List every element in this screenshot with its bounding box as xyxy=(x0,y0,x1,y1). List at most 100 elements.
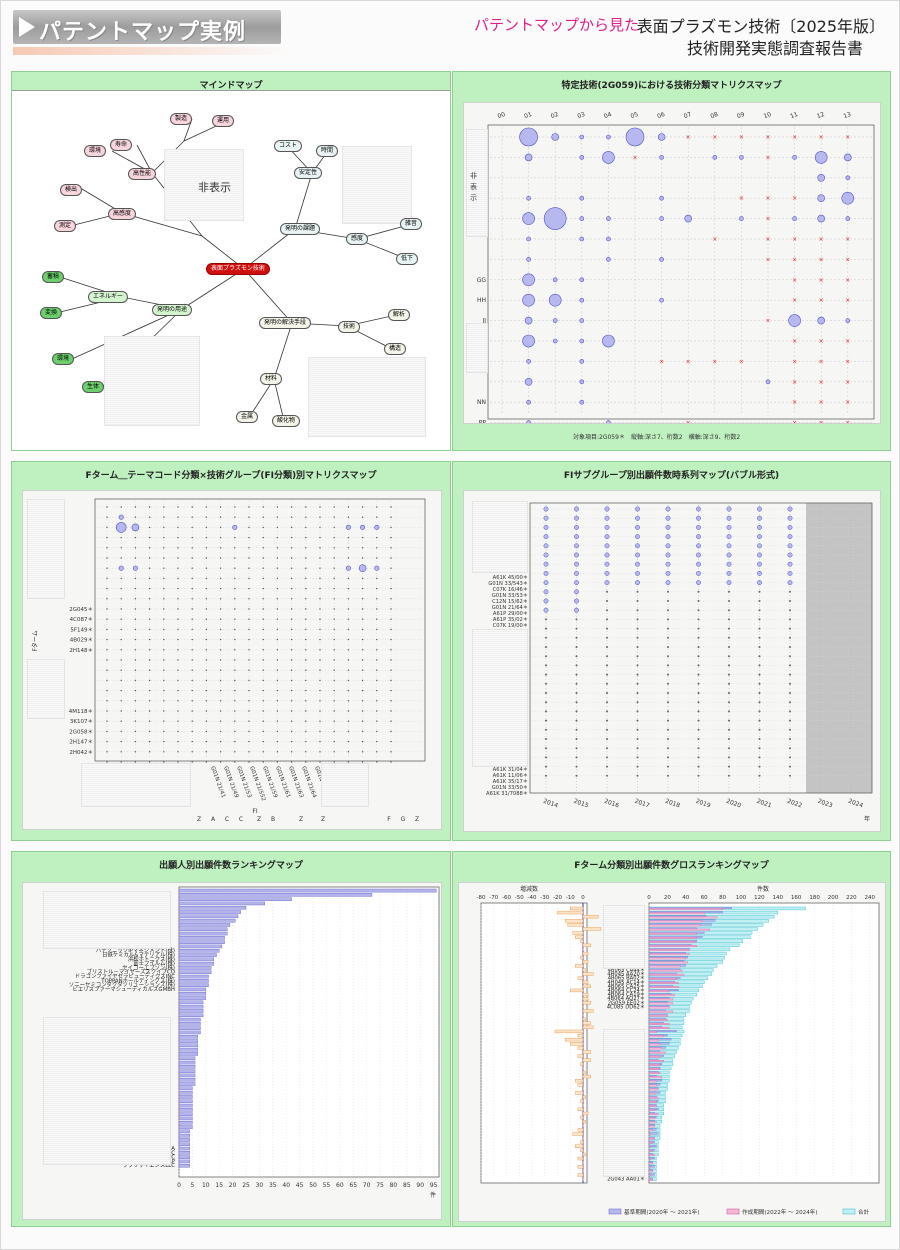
mindmap-node-unyo[interactable]: 運用 xyxy=(212,115,235,127)
matrix2-dot xyxy=(191,608,193,610)
matrix2-dot xyxy=(148,608,151,610)
matrix2-dot xyxy=(262,628,264,631)
matrix2-dot xyxy=(177,730,179,733)
mindmap-node-kousei[interactable]: 構造 xyxy=(384,343,407,355)
mindmap-node-sankabutsu[interactable]: 酸化物 xyxy=(272,415,301,427)
mindmap-node-kouseino[interactable]: 高性能 xyxy=(128,168,157,180)
gross-recent-bar xyxy=(648,1023,670,1025)
matrix2-dot xyxy=(376,587,378,590)
bubble-ts-bubble xyxy=(543,552,549,558)
bubble-ts-bubble xyxy=(789,627,791,630)
mindmap-node-kosuto[interactable]: コスト xyxy=(274,140,303,152)
matrix2-dot xyxy=(347,506,350,508)
matrix2-dot xyxy=(134,618,137,620)
triangle-icon xyxy=(19,17,35,37)
matrix1-zero-mark: × xyxy=(792,256,797,263)
matrix2-dot xyxy=(205,598,208,600)
mindmap-node-energy[interactable]: エネルギー xyxy=(88,291,129,303)
mindmap-node-chikuseki[interactable]: 蓄積 xyxy=(42,271,65,283)
mindmap-center-node[interactable]: 表面プラズモン技術 xyxy=(206,263,270,275)
mindmap-node-teika[interactable]: 低下 xyxy=(396,253,419,265)
matrix1-bubble xyxy=(526,359,531,364)
mindmap-node-shudan[interactable]: 発明の解決手段 xyxy=(259,317,312,329)
ranking-bar xyxy=(178,1065,196,1069)
gross-diff-bar xyxy=(582,1119,586,1124)
gross-recent-bar xyxy=(648,1117,655,1120)
matrix2-bubble xyxy=(345,565,351,571)
ranking-tick-label: 0 xyxy=(177,1182,181,1189)
mindmap-node-yoto[interactable]: 発明の用途 xyxy=(152,304,193,316)
mindmap-node-anteisei[interactable]: 安定性 xyxy=(294,167,323,179)
mindmap-node-sokutei[interactable]: 測定 xyxy=(54,220,77,232)
mindmap-node-kouseido[interactable]: 高感度 xyxy=(108,208,137,220)
matrix1-bubble xyxy=(579,318,585,323)
ranking-bar xyxy=(178,910,241,914)
matrix1-zero-mark: × xyxy=(792,338,797,345)
matrix1-zero-mark: × xyxy=(792,379,797,386)
bubble-ts-bubble xyxy=(606,701,608,704)
bubble-ts-bubble xyxy=(545,738,547,740)
matrix2-dot xyxy=(390,659,392,661)
ranking-bar xyxy=(178,1026,201,1030)
bubble-ts-bubble xyxy=(606,618,608,621)
gross-recent-bar xyxy=(648,1141,653,1144)
matrix2-dot xyxy=(276,587,279,590)
gross-legend-label: 基準期間(2020年 〜 2021年) xyxy=(624,1208,700,1216)
gross-recent-bar xyxy=(648,928,710,931)
gross-legend-swatch xyxy=(726,1208,740,1215)
mindmap-node-jumyo[interactable]: 寿命 xyxy=(110,139,133,151)
matrix2-dot xyxy=(219,761,222,763)
matrix2-dot xyxy=(390,628,392,631)
matrix1-col-label: 08 xyxy=(710,111,720,120)
matrix2-dot xyxy=(376,669,378,671)
matrix1-zero-mark: × xyxy=(792,277,797,284)
matrix1-bubble xyxy=(579,359,585,364)
bubble-ts-bubble xyxy=(667,664,669,667)
bubble-ts-bubble xyxy=(604,561,610,567)
mindmap-node-kankyo2[interactable]: 環境 xyxy=(52,353,75,365)
matrix2-dot xyxy=(390,700,392,702)
matrix1-hidden-rows xyxy=(466,129,488,237)
bubble-ts-bubble xyxy=(636,627,639,630)
matrix2-dot xyxy=(134,751,137,753)
bubble-ts-bubble xyxy=(728,600,730,602)
matrix1-zero-mark: × xyxy=(845,338,850,345)
matrix1-footnote: 対象項目:2G059＊ 縦軸:深さ7、桁数2 横軸:深さ9、桁数2 xyxy=(573,434,741,441)
mindmap-node-jikan[interactable]: 時間 xyxy=(316,145,339,157)
matrix2-dot xyxy=(177,598,179,600)
bubble-ts-bubble xyxy=(696,570,701,576)
mindmap-node-zairyo[interactable]: 材料 xyxy=(260,373,283,385)
mindmap-node-seizo[interactable]: 製造 xyxy=(170,113,193,125)
mindmap-node-kaiseki[interactable]: 解析 xyxy=(388,309,411,321)
bubble-ts-bubble xyxy=(574,543,579,549)
bubble-ts-bubble xyxy=(758,682,761,685)
bubble-ts-bubble xyxy=(665,515,671,521)
ranking-tick-label: 25 xyxy=(242,1182,250,1189)
mindmap-node-gijutsu[interactable]: 技術 xyxy=(338,321,361,333)
matrix2-dot xyxy=(390,649,392,651)
mindmap-node-kankyo1[interactable]: 環境 xyxy=(84,145,107,157)
bubble-ts-bubble xyxy=(636,636,639,639)
mindmap-node-kenshutsu[interactable]: 検出 xyxy=(60,184,83,196)
gross-diff-bar xyxy=(575,1078,584,1083)
mindmap-node-zatsuon[interactable]: 雑音 xyxy=(400,218,423,230)
gross-right-tick: 0 xyxy=(647,895,651,901)
mindmap-node-kando[interactable]: 感度 xyxy=(346,233,369,245)
matrix1-bubble xyxy=(659,155,664,160)
matrix2-dot xyxy=(347,710,350,712)
bubble-ts-bubble xyxy=(726,561,732,567)
bubble-ts-bubble xyxy=(636,692,639,694)
matrix2-dot xyxy=(361,547,364,549)
bubble-ts-bubble xyxy=(758,692,761,694)
gross-recent-bar xyxy=(648,924,701,927)
mindmap-node-henkan[interactable]: 変換 xyxy=(40,307,63,319)
mindmap-node-kinzoku[interactable]: 金属 xyxy=(236,411,259,423)
mindmap-node-seitai[interactable]: 生体 xyxy=(82,381,105,393)
mindmap-node-kadai[interactable]: 発明の課題 xyxy=(280,223,321,235)
matrix2-dot xyxy=(148,649,151,651)
ranking-bar xyxy=(178,914,239,919)
bubble-ts-bubble xyxy=(667,618,669,621)
matrix1-row-label: HH xyxy=(477,297,486,304)
matrix2-dot xyxy=(106,567,108,569)
gross-fterm-label: 4B065 CA25＊ xyxy=(608,984,645,990)
